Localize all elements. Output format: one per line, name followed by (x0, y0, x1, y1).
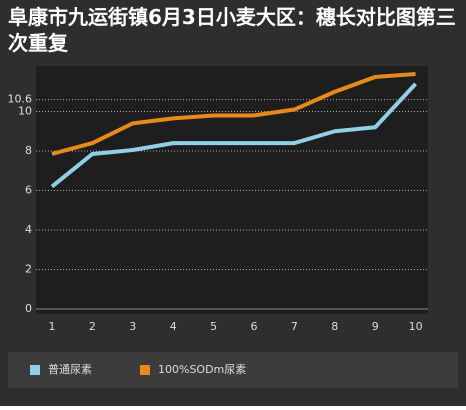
y-tick-label: 8 (25, 144, 32, 157)
y-tick-label: 2 (25, 263, 32, 276)
x-tick-label: 9 (372, 320, 379, 333)
y-tick-label: 0 (25, 302, 32, 315)
legend-swatch (30, 365, 40, 375)
x-tick-label: 7 (291, 320, 298, 333)
data-line (51, 71, 416, 156)
x-tick-label: 2 (89, 320, 96, 333)
legend-swatch (140, 365, 150, 375)
data-line (50, 82, 418, 189)
x-tick-label: 6 (251, 320, 258, 333)
x-tick-label: 3 (129, 320, 136, 333)
y-tick-label: 10 (18, 105, 32, 118)
x-tick-label: 1 (49, 320, 56, 333)
chart-title: 阜康市九运街镇6月3日小麦大区：穗长对比图第三次重复 (8, 5, 456, 55)
y-tick-label: 10.6 (8, 93, 33, 106)
y-tick-label: 6 (25, 184, 32, 197)
x-tick-label: 8 (331, 320, 338, 333)
legend-label: 100%SODm尿素 (158, 363, 246, 376)
legend-label: 普通尿素 (48, 362, 92, 376)
x-tick-label: 10 (409, 320, 423, 333)
x-tick-label: 4 (170, 320, 177, 333)
legend-box (8, 352, 458, 388)
x-tick-label: 5 (210, 320, 217, 333)
y-tick-label: 4 (25, 223, 32, 236)
title-box: 阜康市九运街镇6月3日小麦大区：穗长对比图第三次重复 (8, 5, 456, 55)
